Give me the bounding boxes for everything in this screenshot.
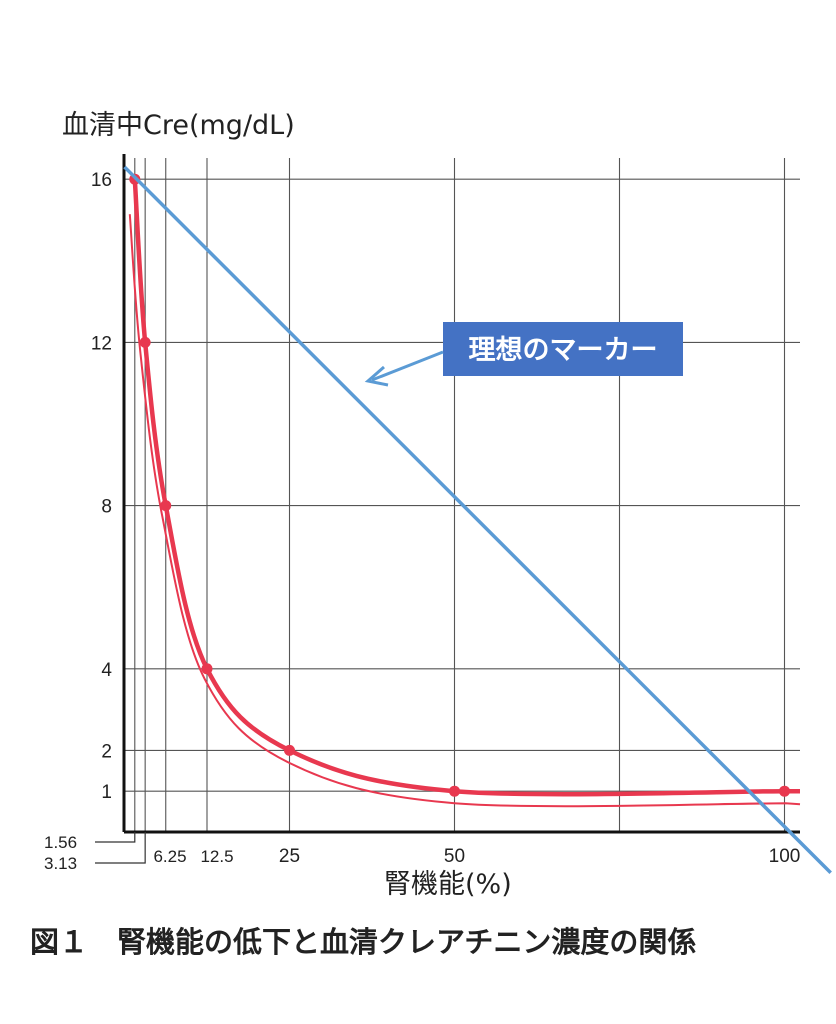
data-point xyxy=(160,500,172,512)
x-tick-label: 50 xyxy=(444,846,465,867)
annotation-box xyxy=(443,322,683,376)
ideal-marker-line xyxy=(123,165,832,875)
x-tick-label: 1.56 xyxy=(44,833,77,852)
creatinine-curve-inner xyxy=(128,214,801,808)
y-tick-label: 16 xyxy=(91,170,112,191)
y-tick-label: 2 xyxy=(101,741,112,762)
data-point xyxy=(449,785,460,797)
x-tick-label: 12.5 xyxy=(200,847,233,866)
figure-caption: 図１ 腎機能の低下と血清クレアチニン濃度の関係 xyxy=(30,925,696,959)
data-point xyxy=(139,336,151,348)
annotation-label: 理想のマーカー xyxy=(469,335,658,366)
grid xyxy=(124,158,800,832)
series-layer xyxy=(123,165,832,875)
annotation-arrow-head xyxy=(364,365,389,387)
x-tick-label: 6.25 xyxy=(153,847,186,866)
x-tick-label: 25 xyxy=(279,846,300,867)
axes xyxy=(122,154,800,834)
y-tick-label: 1 xyxy=(101,782,112,803)
data-point xyxy=(284,744,295,756)
x-axis-label: 腎機能(%) xyxy=(384,869,512,900)
y-tick-label: 12 xyxy=(91,333,112,354)
leader-line-1.56 xyxy=(95,832,136,843)
x-tick-label: 100 xyxy=(769,846,801,867)
y-tick-label: 4 xyxy=(101,660,112,681)
leader-line-3.13 xyxy=(95,832,146,864)
data-point xyxy=(201,663,213,675)
data-point xyxy=(779,785,790,797)
creatinine-curve xyxy=(132,179,800,797)
annotation-layer: 理想のマーカー xyxy=(364,322,683,387)
y-axis-label: 血清中Cre(mg/dL) xyxy=(62,110,295,141)
annotation-arrow-shaft xyxy=(371,350,444,382)
x-tick-label: 3.13 xyxy=(44,854,77,873)
y-tick-label: 8 xyxy=(101,497,112,518)
